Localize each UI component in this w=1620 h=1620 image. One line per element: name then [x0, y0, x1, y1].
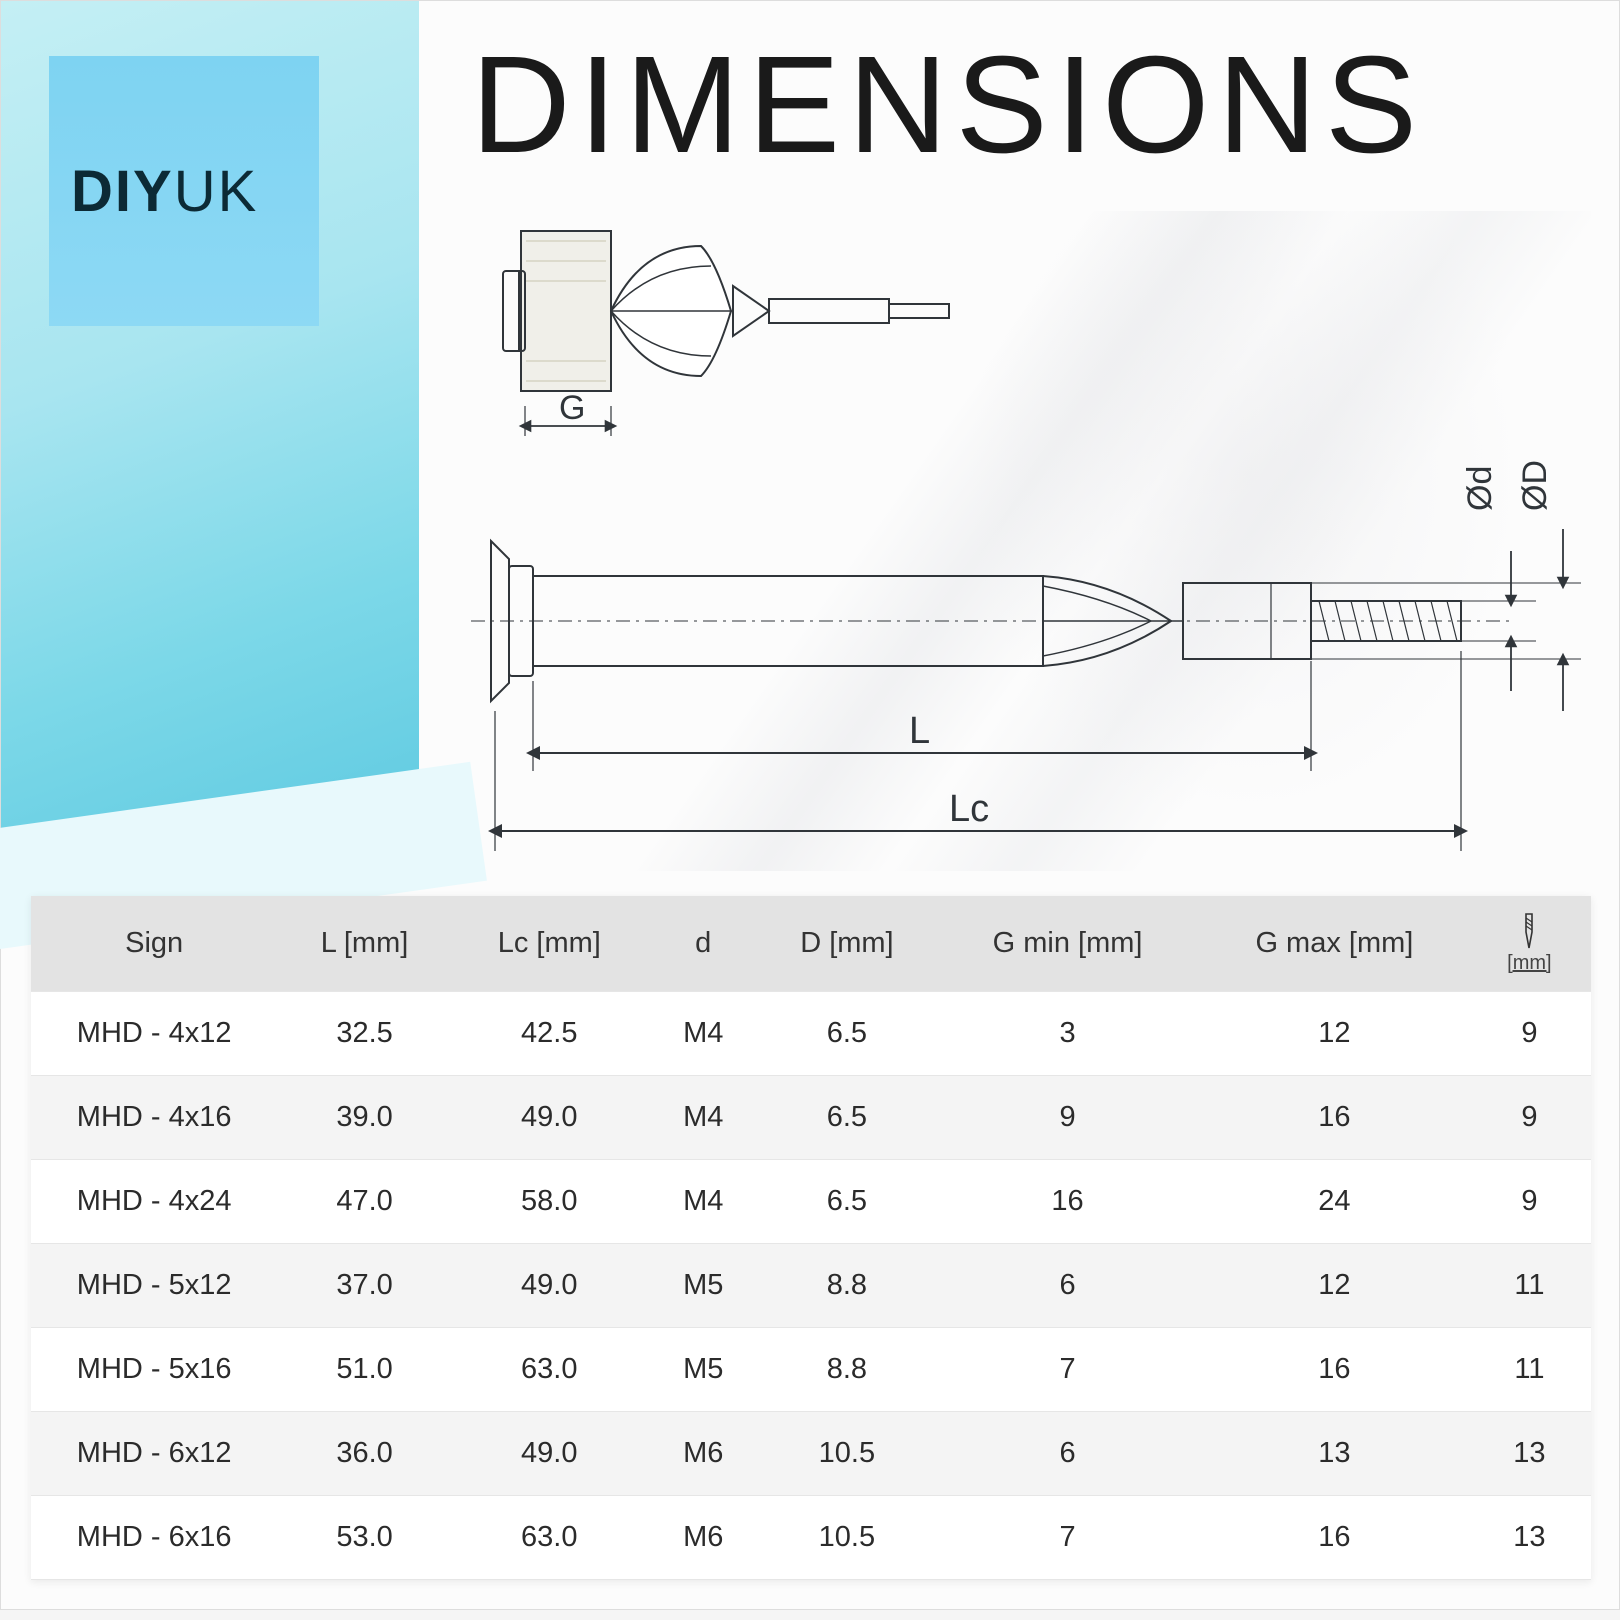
drill-bit-icon	[1520, 912, 1538, 950]
table-cell: 16	[1201, 1327, 1468, 1411]
table-cell: 6.5	[760, 1159, 934, 1243]
table-cell: M6	[647, 1495, 760, 1579]
table-cell: 39.0	[277, 1075, 451, 1159]
dimensions-table: Sign L [mm] Lc [mm] d D [mm] G min [mm] …	[31, 896, 1591, 1580]
table-cell: 32.5	[277, 991, 451, 1075]
table-cell: 7	[934, 1327, 1201, 1411]
table-cell: MHD - 5x12	[31, 1243, 277, 1327]
page-canvas: DIYUK DIMENSIONS	[0, 0, 1620, 1610]
table-header-row: Sign L [mm] Lc [mm] d D [mm] G min [mm] …	[31, 896, 1591, 991]
col-header-d: d	[647, 896, 760, 991]
table-cell: 24	[1201, 1159, 1468, 1243]
brand-sidebar: DIYUK	[1, 1, 419, 876]
table-cell: 63.0	[452, 1495, 647, 1579]
table-cell: 8.8	[760, 1327, 934, 1411]
table-cell: 9	[934, 1075, 1201, 1159]
table-cell: 49.0	[452, 1075, 647, 1159]
table-cell: 16	[1201, 1495, 1468, 1579]
table-cell: 11	[1468, 1327, 1591, 1411]
col-header-gmin: G min [mm]	[934, 896, 1201, 991]
table-cell: MHD - 6x16	[31, 1495, 277, 1579]
col-header-l: L [mm]	[277, 896, 451, 991]
table-cell: M4	[647, 991, 760, 1075]
table-cell: M5	[647, 1243, 760, 1327]
table-row: MHD - 6x1236.049.0M610.561313	[31, 1411, 1591, 1495]
table-cell: 58.0	[452, 1159, 647, 1243]
page-title: DIMENSIONS	[471, 26, 1425, 185]
table-cell: 16	[934, 1159, 1201, 1243]
table-cell: MHD - 4x16	[31, 1075, 277, 1159]
table-cell: 6	[934, 1243, 1201, 1327]
table-cell: 6	[934, 1411, 1201, 1495]
table-cell: 9	[1468, 1159, 1591, 1243]
table-cell: 11	[1468, 1243, 1591, 1327]
drill-unit-label: [mm]	[1507, 952, 1551, 975]
table-cell: 47.0	[277, 1159, 451, 1243]
svg-text:L: L	[909, 710, 930, 752]
svg-text:Lc: Lc	[949, 788, 989, 830]
table-cell: 63.0	[452, 1327, 647, 1411]
col-header-D: D [mm]	[760, 896, 934, 991]
table-cell: 51.0	[277, 1327, 451, 1411]
table-cell: 49.0	[452, 1411, 647, 1495]
col-header-lc: Lc [mm]	[452, 896, 647, 991]
table-cell: 10.5	[760, 1411, 934, 1495]
table-cell: M4	[647, 1075, 760, 1159]
table-cell: 8.8	[760, 1243, 934, 1327]
table-cell: 13	[1201, 1411, 1468, 1495]
table-cell: M6	[647, 1411, 760, 1495]
table-row: MHD - 4x1639.049.0M46.59169	[31, 1075, 1591, 1159]
col-header-drill: [mm]	[1468, 896, 1591, 991]
col-header-gmax: G max [mm]	[1201, 896, 1468, 991]
dimension-diagram: G	[451, 211, 1591, 871]
table-cell: MHD - 4x24	[31, 1159, 277, 1243]
svg-text:G: G	[559, 389, 585, 427]
logo-text-diy: DIY	[71, 158, 174, 225]
table-cell: 6.5	[760, 991, 934, 1075]
table-cell: 3	[934, 991, 1201, 1075]
table-cell: 53.0	[277, 1495, 451, 1579]
table-cell: 42.5	[452, 991, 647, 1075]
svg-text:Ød: Ød	[1461, 466, 1499, 511]
table-cell: M5	[647, 1327, 760, 1411]
table-cell: 13	[1468, 1495, 1591, 1579]
table-cell: 10.5	[760, 1495, 934, 1579]
col-header-sign: Sign	[31, 896, 277, 991]
table-row: MHD - 4x1232.542.5M46.53129	[31, 991, 1591, 1075]
brand-logo: DIYUK	[49, 56, 319, 326]
svg-text:ØD: ØD	[1516, 460, 1554, 511]
table-cell: 16	[1201, 1075, 1468, 1159]
table-cell: 36.0	[277, 1411, 451, 1495]
table-cell: 13	[1468, 1411, 1591, 1495]
table-cell: MHD - 6x12	[31, 1411, 277, 1495]
table-cell: 9	[1468, 1075, 1591, 1159]
table-cell: 6.5	[760, 1075, 934, 1159]
table-cell: MHD - 5x16	[31, 1327, 277, 1411]
table-row: MHD - 5x1651.063.0M58.871611	[31, 1327, 1591, 1411]
table-cell: 49.0	[452, 1243, 647, 1327]
logo-text-uk: UK	[174, 158, 259, 225]
table-cell: 12	[1201, 1243, 1468, 1327]
table-cell: 12	[1201, 991, 1468, 1075]
table-cell: M4	[647, 1159, 760, 1243]
table-cell: 9	[1468, 991, 1591, 1075]
table-row: MHD - 5x1237.049.0M58.861211	[31, 1243, 1591, 1327]
table-cell: MHD - 4x12	[31, 991, 277, 1075]
table-cell: 7	[934, 1495, 1201, 1579]
table-row: MHD - 6x1653.063.0M610.571613	[31, 1495, 1591, 1579]
table-cell: 37.0	[277, 1243, 451, 1327]
table-row: MHD - 4x2447.058.0M46.516249	[31, 1159, 1591, 1243]
